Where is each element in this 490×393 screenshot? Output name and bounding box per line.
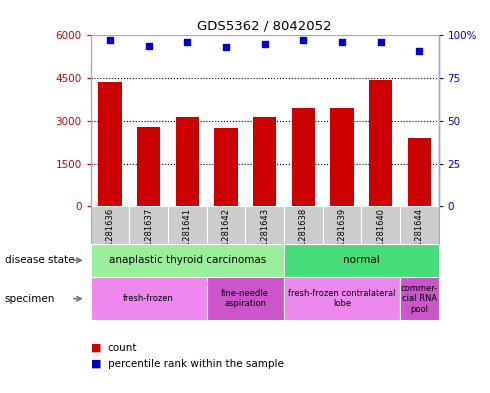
Text: percentile rank within the sample: percentile rank within the sample: [108, 358, 284, 369]
Bar: [207, 206, 245, 244]
Bar: [284, 244, 439, 277]
Bar: [137, 127, 160, 206]
Bar: [98, 83, 122, 206]
Text: GSM1281643: GSM1281643: [260, 208, 269, 264]
Bar: [361, 206, 400, 244]
Text: fresh-frozen: fresh-frozen: [123, 294, 174, 303]
Bar: [400, 277, 439, 320]
Bar: [245, 206, 284, 244]
Point: [377, 39, 385, 45]
Point: [145, 42, 152, 49]
Text: GSM1281641: GSM1281641: [183, 208, 192, 264]
Text: GSM1281637: GSM1281637: [144, 208, 153, 264]
Text: ■: ■: [91, 358, 101, 369]
Bar: [284, 206, 322, 244]
Bar: [330, 108, 353, 206]
Bar: [253, 117, 276, 206]
Bar: [292, 108, 315, 206]
Text: anaplastic thyroid carcinomas: anaplastic thyroid carcinomas: [109, 255, 266, 265]
Point: [261, 41, 269, 47]
Bar: [408, 138, 431, 206]
Text: normal: normal: [343, 255, 380, 265]
Bar: [129, 206, 168, 244]
Text: GSM1281636: GSM1281636: [105, 208, 115, 264]
Text: GSM1281640: GSM1281640: [376, 208, 385, 264]
Point: [299, 37, 307, 44]
Text: fresh-frozen contralateral
lobe: fresh-frozen contralateral lobe: [288, 289, 395, 309]
Text: commer-
cial RNA
pool: commer- cial RNA pool: [401, 284, 438, 314]
Bar: [91, 244, 284, 277]
Text: GSM1281642: GSM1281642: [221, 208, 230, 264]
Bar: [91, 277, 207, 320]
Bar: [284, 277, 400, 320]
Point: [338, 39, 346, 45]
Text: GSM1281639: GSM1281639: [338, 208, 346, 264]
Bar: [369, 79, 392, 206]
Bar: [91, 206, 129, 244]
Text: specimen: specimen: [5, 294, 55, 304]
Bar: [168, 206, 207, 244]
Bar: [322, 206, 361, 244]
Bar: [207, 277, 284, 320]
Point: [183, 39, 191, 45]
Title: GDS5362 / 8042052: GDS5362 / 8042052: [197, 20, 332, 33]
Bar: [214, 128, 238, 206]
Point: [416, 48, 423, 54]
Text: fine-needle
aspiration: fine-needle aspiration: [221, 289, 269, 309]
Point: [222, 44, 230, 50]
Bar: [176, 117, 199, 206]
Bar: [400, 206, 439, 244]
Text: disease state: disease state: [5, 255, 74, 265]
Text: GSM1281644: GSM1281644: [415, 208, 424, 264]
Point: [106, 37, 114, 44]
Text: count: count: [108, 343, 137, 353]
Text: GSM1281638: GSM1281638: [299, 208, 308, 264]
Text: ■: ■: [91, 343, 101, 353]
